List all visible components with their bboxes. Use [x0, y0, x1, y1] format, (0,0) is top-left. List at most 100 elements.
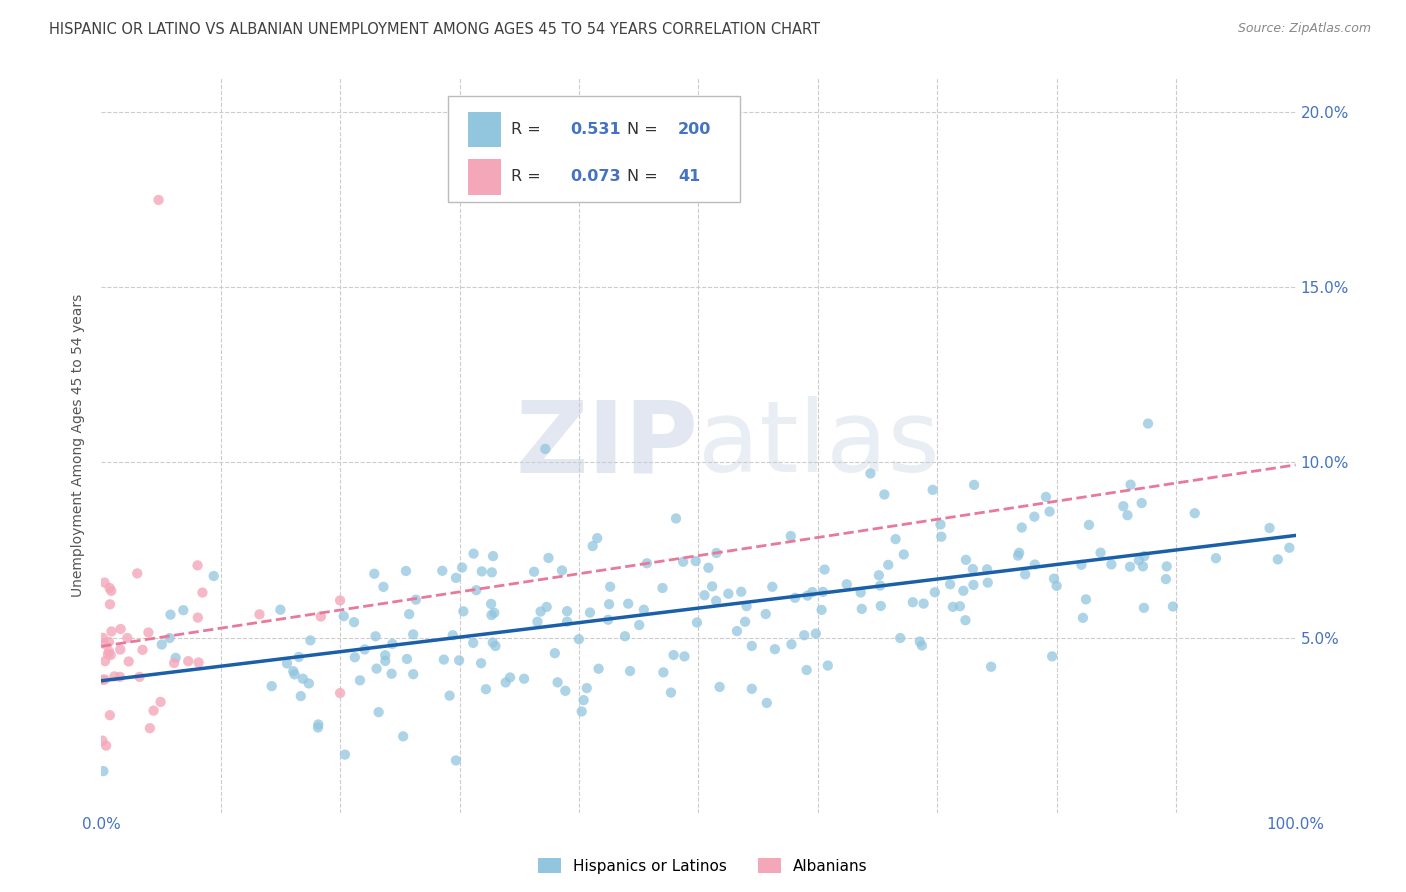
Point: [924, 585, 946, 599]
Point: [186, 558, 208, 573]
Point: [1008, 546, 1031, 560]
Point: [741, 639, 763, 653]
Point: [617, 597, 640, 611]
Point: [709, 680, 731, 694]
Point: [783, 591, 806, 605]
Point: [942, 599, 965, 614]
Point: [298, 676, 321, 690]
Point: [534, 442, 557, 456]
Point: [813, 563, 835, 577]
Point: [628, 618, 651, 632]
Point: [309, 609, 332, 624]
Text: 0.073: 0.073: [571, 169, 621, 185]
Point: [398, 607, 420, 621]
Point: [1043, 572, 1066, 586]
Point: [901, 595, 924, 609]
Point: [931, 530, 953, 544]
Point: [444, 571, 467, 585]
Point: [470, 657, 492, 671]
Point: [110, 622, 132, 636]
Point: [100, 624, 122, 639]
Point: [636, 556, 658, 570]
Point: [495, 675, 517, 690]
Point: [191, 585, 214, 599]
Point: [1077, 517, 1099, 532]
Point: [659, 685, 682, 699]
Point: [98, 598, 121, 612]
Point: [290, 689, 312, 703]
Point: [1278, 541, 1301, 555]
Point: [921, 483, 943, 497]
Point: [1035, 490, 1057, 504]
Point: [1074, 592, 1097, 607]
Point: [877, 558, 900, 572]
Point: [955, 553, 977, 567]
Point: [575, 681, 598, 695]
Point: [889, 631, 911, 645]
Point: [868, 568, 890, 582]
Point: [686, 615, 709, 630]
Text: 200: 200: [678, 122, 711, 136]
Point: [148, 193, 170, 207]
Point: [484, 639, 506, 653]
Point: [1024, 558, 1046, 572]
Legend: Hispanics or Latinos, Albanians: Hispanics or Latinos, Albanians: [533, 852, 873, 880]
Point: [586, 531, 609, 545]
Point: [1116, 508, 1139, 523]
Point: [349, 673, 371, 688]
Point: [449, 653, 471, 667]
Point: [395, 564, 418, 578]
Point: [555, 604, 578, 618]
Point: [433, 652, 456, 666]
Point: [103, 669, 125, 683]
Point: [598, 597, 620, 611]
Point: [673, 649, 696, 664]
Point: [955, 613, 977, 627]
Point: [810, 603, 832, 617]
Point: [1014, 567, 1036, 582]
Point: [755, 696, 778, 710]
Point: [555, 615, 578, 629]
Point: [1133, 600, 1156, 615]
Point: [665, 511, 688, 525]
Point: [651, 581, 673, 595]
Point: [730, 584, 752, 599]
Text: 41: 41: [678, 169, 700, 185]
Point: [976, 562, 998, 576]
Point: [288, 649, 311, 664]
Point: [804, 626, 827, 640]
Point: [276, 657, 298, 671]
Point: [685, 554, 707, 568]
Point: [1038, 504, 1060, 518]
Point: [117, 631, 139, 645]
Point: [187, 610, 209, 624]
Point: [571, 705, 593, 719]
Point: [367, 705, 389, 719]
Point: [963, 478, 986, 492]
Point: [572, 693, 595, 707]
Point: [1205, 551, 1227, 566]
FancyBboxPatch shape: [468, 112, 502, 147]
Point: [869, 579, 891, 593]
Point: [554, 683, 576, 698]
Point: [893, 548, 915, 562]
Point: [851, 602, 873, 616]
Point: [1119, 477, 1142, 491]
Point: [475, 682, 498, 697]
Point: [463, 636, 485, 650]
Point: [1071, 611, 1094, 625]
Point: [444, 754, 467, 768]
Point: [1070, 558, 1092, 572]
Point: [481, 566, 503, 580]
Point: [929, 517, 952, 532]
Point: [110, 642, 132, 657]
Point: [949, 599, 972, 614]
Point: [395, 652, 418, 666]
Point: [131, 643, 153, 657]
Point: [366, 662, 388, 676]
Point: [482, 549, 505, 563]
Point: [1130, 496, 1153, 510]
Text: HISPANIC OR LATINO VS ALBANIAN UNEMPLOYMENT AMONG AGES 45 TO 54 YEARS CORRELATIO: HISPANIC OR LATINO VS ALBANIAN UNEMPLOYM…: [49, 22, 820, 37]
Point: [283, 667, 305, 681]
Point: [1267, 552, 1289, 566]
